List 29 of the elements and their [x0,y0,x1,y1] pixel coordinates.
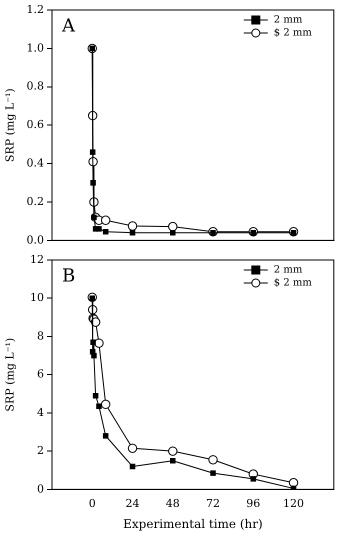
y-tick-label: 4 [37,406,44,419]
y-axis-title: SRP (mg L⁻¹) [3,338,16,412]
y-tick-label: 0.4 [26,156,44,170]
y-tick-label: 0.6 [26,118,44,132]
y-tick-label: 1.0 [26,41,44,54]
legend-label: 2 mm [274,264,303,276]
y-tick-label: 0.0 [26,233,44,246]
x-tick-label: 96 [246,496,260,510]
y-tick-label: 10 [30,291,44,304]
y-tick-label: 0.8 [26,80,44,93]
annotation: A [61,16,76,37]
annotation: B [62,266,76,287]
x-tick-label: 48 [166,496,180,510]
legend-label: 2 mm [274,14,303,26]
y-tick-label: 0.2 [26,194,44,208]
y-tick-label: 6 [37,368,44,381]
y-axis-title: SRP (mg L⁻¹) [3,88,16,162]
x-tick-label: 120 [283,496,304,510]
legend-label: $ 2 mm [274,28,312,39]
y-tick-label: 2 [37,444,44,458]
x-tick-label: 72 [206,496,220,510]
y-tick-label: 8 [37,329,44,342]
legend-label: $ 2 mm [274,278,312,289]
x-axis-title: Experimental time (hr) [123,516,263,531]
y-tick-label: 0 [37,482,44,496]
x-tick-label: 24 [126,496,140,510]
y-tick-label: 1.2 [26,2,44,16]
x-tick-label: 0 [88,496,96,510]
y-tick-label: 12 [30,252,44,266]
